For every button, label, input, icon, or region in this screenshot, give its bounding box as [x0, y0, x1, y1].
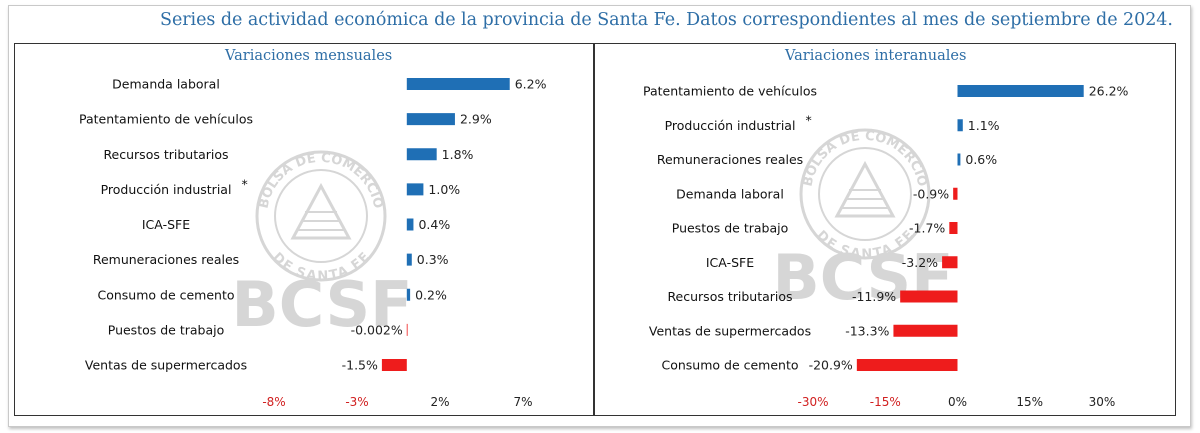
bar-4 — [953, 187, 958, 200]
category-mark-2: * — [805, 112, 811, 127]
value-label-8: -13.3% — [845, 323, 889, 338]
bar-9 — [856, 359, 958, 371]
page-title: Series de actividad económica de la prov… — [160, 10, 1173, 30]
category-label-1: Patentamiento de vehículos — [643, 84, 817, 99]
value-label-6: 0.3% — [417, 252, 449, 267]
bar-8 — [406, 323, 408, 336]
x-tick-5: 30% — [1089, 395, 1116, 409]
category-label-3: Recursos tributarios — [103, 147, 228, 162]
bar-4 — [406, 183, 424, 196]
value-label-5: 0.4% — [418, 217, 450, 232]
seal-inner-ring — [818, 147, 912, 241]
bar-7 — [900, 290, 958, 303]
value-label-2: 2.9% — [460, 112, 492, 127]
value-label-2: 1.1% — [968, 118, 1000, 133]
category-label-2: Patentamiento de vehículos — [79, 112, 253, 127]
category-label-4: Producción industrial — [101, 182, 232, 197]
category-label-1: Demanda laboral — [112, 77, 220, 92]
x-tick-1: -8% — [262, 395, 285, 409]
bar-7 — [406, 288, 411, 301]
bar-9 — [381, 359, 407, 371]
value-label-6: -3.2% — [902, 255, 938, 270]
seal-emblem-lines — [297, 211, 345, 231]
category-label-5: ICA-SFE — [142, 217, 190, 232]
bar-5 — [406, 218, 414, 231]
x-tick-1: -30% — [797, 395, 828, 409]
value-label-1: 26.2% — [1089, 84, 1129, 99]
value-label-9: -20.9% — [809, 358, 853, 373]
value-label-9: -1.5% — [342, 358, 378, 373]
yearly-chart-panel: BOLSA DE COMERCIO DE SANTA FE BCSF 26.2% Pat… — [594, 43, 1176, 416]
x-tick-4: 15% — [1016, 395, 1043, 409]
category-label-6: ICA-SFE — [706, 255, 754, 270]
bar-3 — [406, 148, 437, 161]
category-label-9: Ventas de supermercados — [85, 358, 247, 373]
value-label-3: 0.6% — [965, 152, 997, 167]
category-label-7: Consumo de cemento — [97, 287, 234, 302]
x-tick-3: 2% — [430, 395, 449, 409]
value-label-1: 6.2% — [515, 77, 547, 92]
bar-8 — [893, 324, 958, 337]
x-tick-2: -15% — [870, 395, 901, 409]
x-tick-2: -3% — [345, 395, 368, 409]
bcsf-logo: BCSF — [232, 268, 413, 341]
bar-1 — [406, 78, 510, 90]
seal-top-text: BOLSA DE COMERCIO — [800, 129, 929, 188]
category-label-8: Puestos de trabajo — [108, 322, 225, 337]
bar-2 — [406, 113, 455, 126]
category-label-7: Recursos tributarios — [667, 289, 792, 304]
value-label-3: 1.8% — [442, 147, 474, 162]
bar-1 — [957, 85, 1084, 97]
value-label-7: 0.2% — [415, 287, 447, 302]
x-tick-4: 7% — [513, 395, 532, 409]
bar-5 — [949, 222, 958, 234]
bar-2 — [957, 119, 963, 132]
category-label-9: Consumo de cemento — [661, 358, 798, 373]
value-label-4: -0.9% — [913, 186, 949, 201]
value-label-5: -1.7% — [909, 221, 945, 236]
category-label-5: Puestos de trabajo — [672, 221, 789, 236]
seal-top-text: BOLSA DE COMERCIO — [256, 151, 385, 210]
value-label-7: -11.9% — [852, 289, 896, 304]
category-label-2: Producción industrial — [665, 118, 796, 133]
yearly-chart-title: Variaciones interanuales — [785, 48, 967, 64]
bar-6 — [942, 256, 958, 269]
monthly-chart-panel: BOLSA DE COMERCIO DE SANTA FE BCSF 6.2% Dema… — [14, 43, 594, 416]
value-label-8: -0.002% — [351, 322, 403, 337]
bar-6 — [406, 253, 412, 266]
category-label-6: Remuneraciones reales — [93, 252, 239, 267]
seal-emblem-lines — [841, 189, 889, 209]
category-mark-4: * — [241, 176, 247, 191]
bar-3 — [957, 153, 961, 166]
seal-inner-ring — [274, 169, 368, 263]
category-label-3: Remuneraciones reales — [657, 152, 803, 167]
value-label-4: 1.0% — [428, 182, 460, 197]
monthly-chart-title: Variaciones mensuales — [225, 48, 393, 64]
seal-outer-ring — [799, 128, 931, 260]
x-tick-3: 0% — [948, 395, 967, 409]
category-label-4: Demanda laboral — [676, 186, 784, 201]
category-label-8: Ventas de supermercados — [649, 323, 811, 338]
seal-outer-ring — [255, 150, 387, 282]
